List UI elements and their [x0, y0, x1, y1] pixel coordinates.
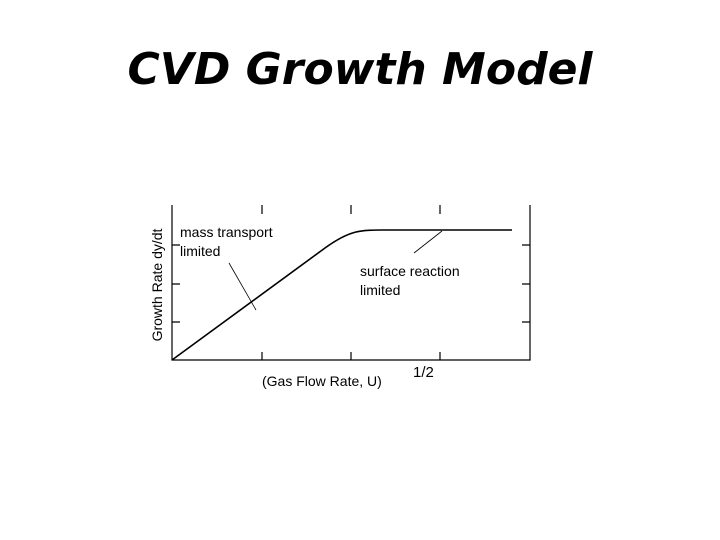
- annotation: limited: [360, 282, 400, 298]
- annotation: surface reaction: [360, 263, 460, 279]
- diagram: mass transport limited surface reaction …: [149, 205, 531, 389]
- annotation: limited: [180, 243, 220, 259]
- growth-curve: [171, 229, 512, 361]
- y-axis-label: Growth Rate dy/dt: [149, 228, 165, 341]
- x-axis-exponent: 1/2: [413, 364, 434, 381]
- annotation: mass transport: [180, 224, 273, 240]
- x-axis-label: (Gas Flow Rate, U): [262, 373, 382, 389]
- leader-lines: [228, 230, 443, 311]
- tick-marks: [172, 205, 530, 360]
- slide-title: CVD Growth Model: [128, 44, 594, 95]
